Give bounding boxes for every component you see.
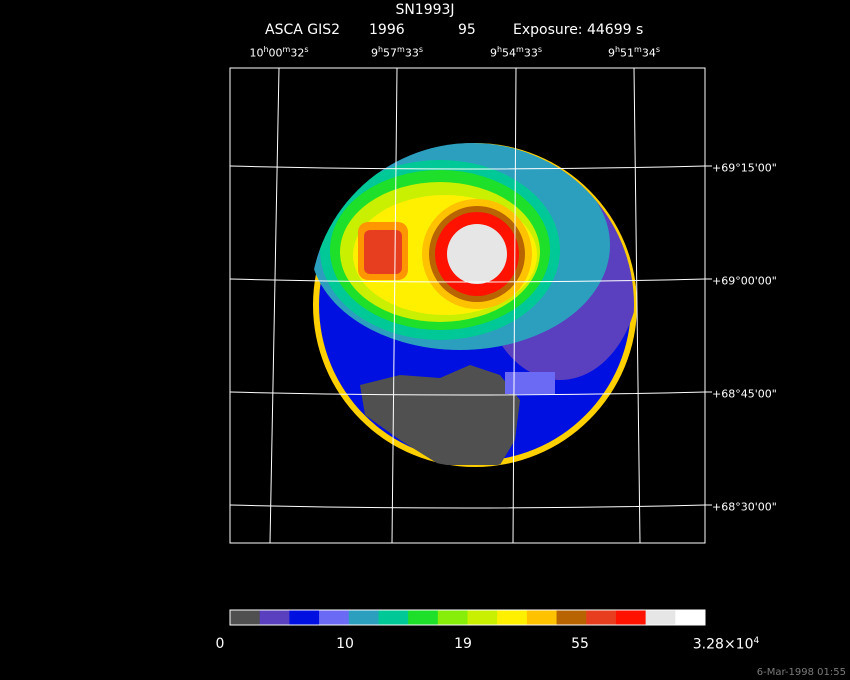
coordinate-grid xyxy=(229,67,706,544)
background-region xyxy=(360,365,520,465)
colorbar-max-exponent: 4 xyxy=(753,636,760,646)
timestamp-footer: 6-Mar-1998 01:55 xyxy=(756,667,846,678)
colorbar-swatch xyxy=(378,610,409,625)
colorbar-swatch xyxy=(556,610,587,625)
ra-s: 32 xyxy=(290,46,305,60)
ra-h: 9 xyxy=(607,46,615,60)
dec-label-3: +68°30'00" xyxy=(712,500,777,514)
ra-label-0: 10h00m32s xyxy=(249,45,309,60)
source-main-core xyxy=(447,224,507,284)
colorbar-label-1: 10 xyxy=(336,636,354,652)
colorbar-swatch xyxy=(259,610,290,625)
subtitle-year: 1996 xyxy=(369,22,405,38)
ra-h: 9 xyxy=(370,46,378,60)
ra-grid-line xyxy=(391,67,398,544)
dec-grid-line xyxy=(229,504,706,509)
colorbar-swatch xyxy=(348,610,379,625)
subtitle-instrument: ASCA GIS2 xyxy=(265,22,341,38)
colorbar-swatch xyxy=(497,610,528,625)
source-left-inner xyxy=(364,230,402,274)
dec-grid-line xyxy=(229,391,706,396)
colorbar-swatch xyxy=(408,610,439,625)
ra-label-1: 9h57m33s xyxy=(370,45,424,60)
ra-s: 33 xyxy=(523,46,538,60)
colorbar-swatch xyxy=(645,610,676,625)
colorbar-label-2: 19 xyxy=(454,636,472,652)
colorbar-max-mantissa: 3.28×10 xyxy=(692,636,754,653)
colorbar-frame xyxy=(229,609,706,626)
blue-patch xyxy=(505,372,555,394)
colorbar-swatch xyxy=(675,610,706,625)
colorbar-swatch xyxy=(586,610,617,625)
ra-label-2: 9h54m33s xyxy=(489,45,543,60)
plot-title: SN1993J xyxy=(395,2,455,18)
colorbar-swatch xyxy=(615,610,647,625)
dec-grid-line xyxy=(229,278,706,283)
colorbar-label-3: 55 xyxy=(571,636,589,652)
ra-m: 57 xyxy=(383,46,398,60)
dec-grid-line xyxy=(229,165,706,170)
dec-label-0: +69°15'00" xyxy=(712,161,777,175)
plot-frame xyxy=(229,67,706,544)
ra-grid-line xyxy=(633,67,641,544)
ra-label-3: 9h51m34s xyxy=(607,45,661,60)
colorbar xyxy=(230,610,706,625)
dec-label-1: +69°00'00" xyxy=(712,274,777,288)
colorbar-swatch xyxy=(526,610,558,625)
ra-grid-line xyxy=(269,67,280,544)
ra-grid-line xyxy=(512,67,517,544)
ra-m: 51 xyxy=(620,46,635,60)
subtitle-seq: 95 xyxy=(458,22,476,38)
ra-s: 33 xyxy=(404,46,419,60)
colorbar-swatch xyxy=(437,610,468,625)
colorbar-swatch xyxy=(230,610,261,625)
colorbar-label-4: 3.28×104 xyxy=(693,636,759,653)
dec-label-2: +68°45'00" xyxy=(712,387,777,401)
ra-h: 9 xyxy=(489,46,497,60)
xray-image xyxy=(310,143,637,467)
ra-s: 34 xyxy=(641,46,656,60)
colorbar-swatch xyxy=(289,610,320,625)
subtitle-exposure: Exposure: 44699 s xyxy=(513,22,644,38)
colorbar-swatch xyxy=(467,610,498,625)
ra-m: 00 xyxy=(268,46,283,60)
ra-m: 54 xyxy=(502,46,517,60)
colorbar-swatch xyxy=(319,610,350,625)
colorbar-label-0: 0 xyxy=(215,636,225,652)
ra-h: 10 xyxy=(249,46,264,60)
